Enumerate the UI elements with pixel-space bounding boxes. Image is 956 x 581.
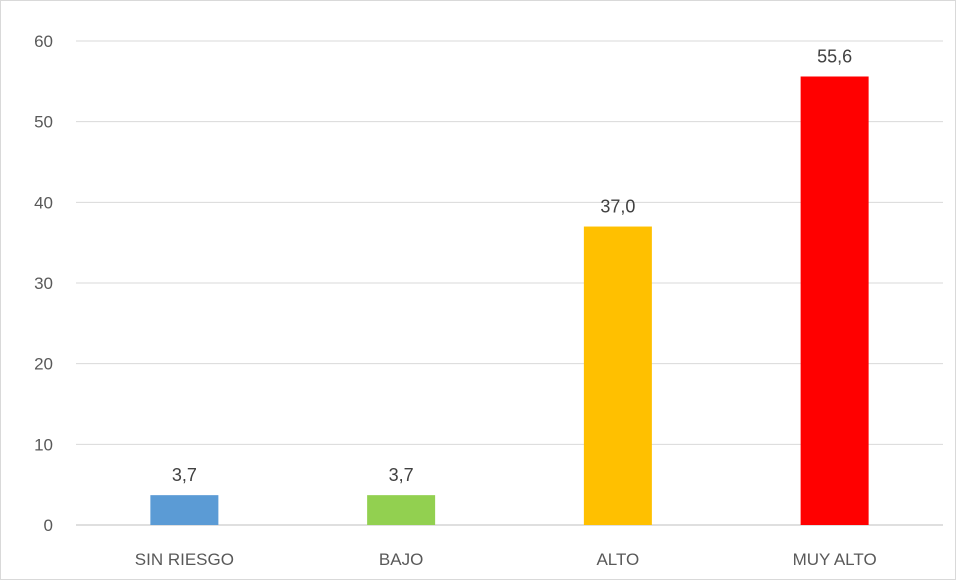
x-tick-label-alto: ALTO	[596, 550, 639, 569]
y-tick-label-60: 60	[34, 32, 53, 51]
bars	[150, 76, 869, 526]
y-tick-label-40: 40	[34, 193, 53, 212]
x-tick-label-bajo: BAJO	[379, 550, 423, 569]
data-label-bajo: 3,7	[389, 465, 414, 485]
bar-sin-riesgo	[150, 495, 219, 525]
y-tick-label-50: 50	[34, 113, 53, 132]
y-axis-ticks: 0 10 20 30 40 50 60	[34, 32, 53, 535]
x-axis-ticks: SIN RIESGO BAJO ALTO MUY ALTO	[135, 550, 877, 569]
y-tick-label-30: 30	[34, 274, 53, 293]
data-labels: 3,7 3,7 37,0 55,6	[172, 46, 852, 485]
data-label-muy-alto: 55,6	[817, 46, 852, 66]
y-tick-label-0: 0	[44, 516, 53, 535]
data-label-sin-riesgo: 3,7	[172, 465, 197, 485]
data-label-alto: 37,0	[600, 197, 635, 217]
bar-bajo	[367, 495, 436, 525]
y-tick-label-20: 20	[34, 355, 53, 374]
x-tick-label-sin-riesgo: SIN RIESGO	[135, 550, 234, 569]
y-tick-label-10: 10	[34, 435, 53, 454]
x-tick-label-muy-alto: MUY ALTO	[793, 550, 877, 569]
bar-alto	[583, 226, 652, 526]
bar-muy-alto	[800, 76, 869, 525]
gridlines	[76, 40, 943, 526]
